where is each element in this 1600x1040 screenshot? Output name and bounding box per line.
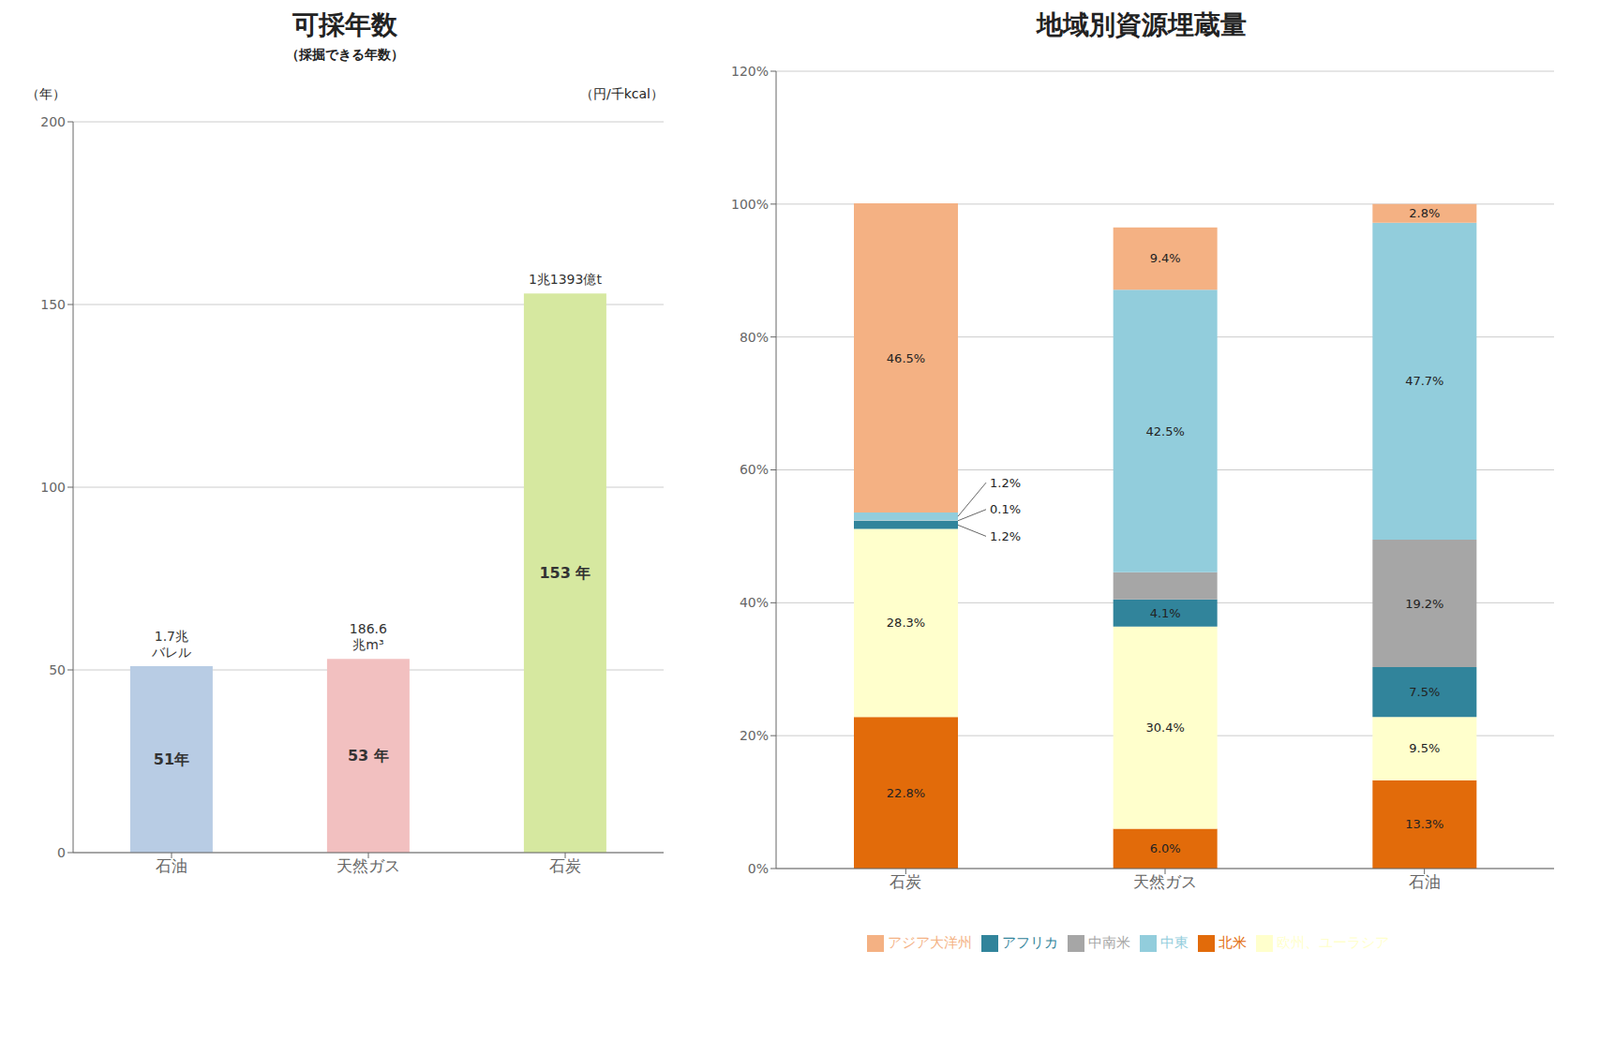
svg-text:13.3%: 13.3% [1405, 817, 1444, 832]
svg-text:天然ガス: 天然ガス [336, 856, 401, 876]
svg-text:石油: 石油 [1408, 872, 1441, 892]
svg-text:200: 200 [40, 114, 66, 130]
svg-text:天然ガス: 天然ガス [1133, 872, 1197, 892]
svg-text:20%: 20% [739, 728, 769, 744]
svg-text:153 年: 153 年 [538, 564, 591, 583]
svg-text:120%: 120% [731, 63, 769, 79]
svg-text:150: 150 [40, 297, 66, 313]
svg-text:1.2%: 1.2% [989, 529, 1021, 544]
svg-text:7.5%: 7.5% [1408, 685, 1440, 700]
svg-text:42.5%: 42.5% [1146, 424, 1185, 439]
html-text:アジア大洋州: アジア大洋州 [887, 934, 972, 952]
svg-text:石炭: 石炭 [889, 872, 922, 892]
svg-text:0.1%: 0.1% [989, 502, 1021, 517]
html-text:欧州、ユーラシア: 欧州、ユーラシア [1276, 934, 1389, 952]
svg-text:9.4%: 9.4% [1150, 251, 1182, 266]
svg-text:9.5%: 9.5% [1408, 741, 1440, 756]
html-text:（年）: （年） [26, 86, 66, 102]
svg-text:46.5%: 46.5% [886, 351, 926, 366]
svg-text:22.8%: 22.8% [886, 786, 926, 801]
svg-text:60%: 60% [739, 462, 769, 478]
html-text:アフリカ: アフリカ [1001, 934, 1058, 952]
svg-text:100%: 100% [731, 196, 769, 212]
svg-text:1兆1393億t: 1兆1393億t [528, 271, 603, 287]
svg-text:30.4%: 30.4% [1146, 720, 1185, 735]
svg-text:47.7%: 47.7% [1405, 373, 1444, 389]
svg-text:石油: 石油 [155, 856, 188, 876]
svg-text:28.3%: 28.3% [886, 615, 926, 630]
svg-text:6.0%: 6.0% [1150, 841, 1182, 856]
html-text:北米: 北米 [1218, 934, 1247, 952]
svg-text:51年: 51年 [153, 750, 190, 769]
svg-text:1.2%: 1.2% [989, 476, 1021, 491]
svg-text:50: 50 [48, 662, 66, 678]
html-text:可採年数: 可採年数 [292, 9, 398, 41]
svg-text:2.8%: 2.8% [1408, 206, 1440, 221]
svg-text:0: 0 [57, 845, 66, 861]
svg-text:40%: 40% [739, 595, 769, 611]
html-text:中東: 中東 [1159, 934, 1189, 952]
html-text:（採掘できる年数）: （採掘できる年数） [285, 46, 404, 62]
html-text:地域別資源埋蔵量: 地域別資源埋蔵量 [1036, 9, 1247, 41]
svg-text:80%: 80% [739, 329, 769, 345]
svg-text:53 年: 53 年 [347, 747, 389, 765]
svg-text:19.2%: 19.2% [1405, 597, 1444, 612]
svg-text:186.6兆m³: 186.6兆m³ [349, 621, 388, 653]
svg-text:4.1%: 4.1% [1150, 606, 1182, 621]
html-text:中南米: 中南米 [1087, 934, 1130, 952]
svg-text:石炭: 石炭 [549, 856, 582, 876]
html-text:（円/千kcal）: （円/千kcal） [580, 86, 664, 102]
svg-text:1.7兆バレル: 1.7兆バレル [150, 628, 192, 660]
svg-text:0%: 0% [747, 861, 769, 877]
svg-text:100: 100 [40, 479, 66, 495]
